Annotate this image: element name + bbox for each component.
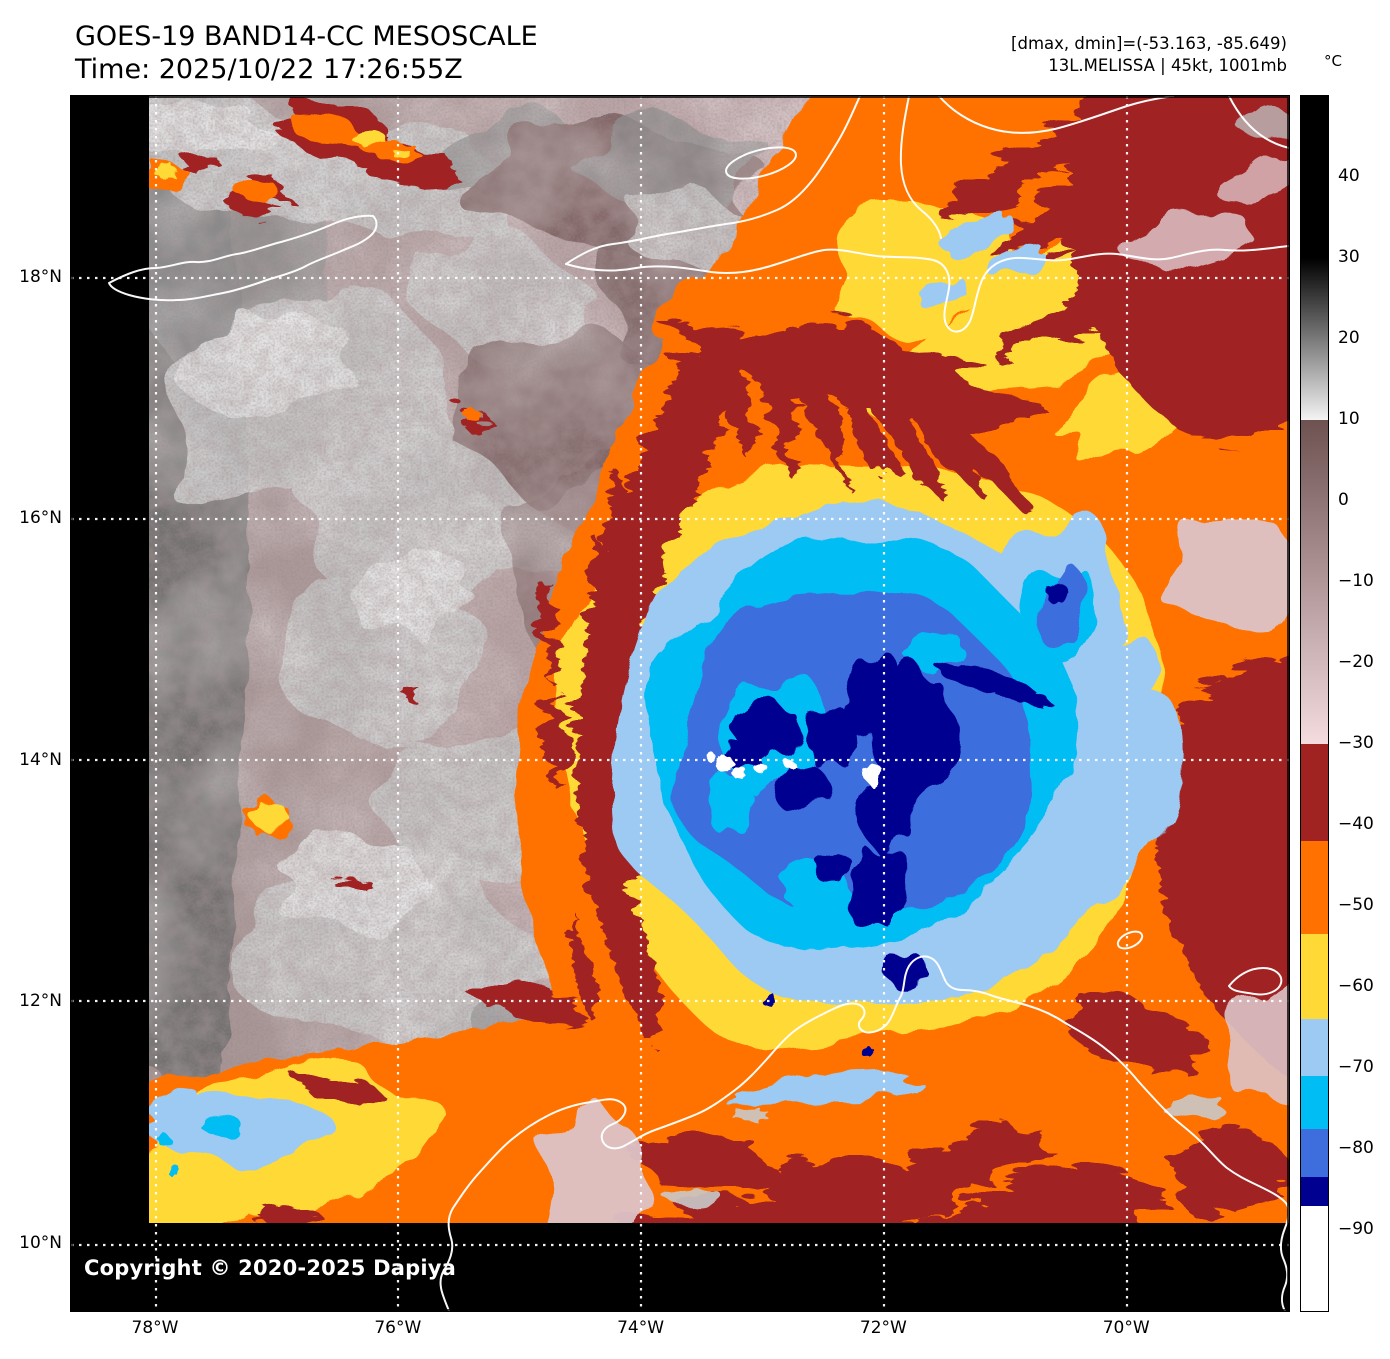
colorbar-tick-label: 30 <box>1338 247 1360 267</box>
map-plot-area: Copyright © 2020-2025 Dapiya <box>70 95 1290 1312</box>
colorbar-segment <box>1301 96 1328 259</box>
colorbar-tick-label: −30 <box>1338 733 1374 753</box>
colorbar <box>1300 95 1329 1312</box>
colorbar-tick-label: −20 <box>1338 652 1374 672</box>
lon-tick-label: 78°W <box>131 1318 179 1338</box>
colorbar-tick-label: −80 <box>1338 1138 1374 1158</box>
colorbar-tick-label: −50 <box>1338 895 1374 915</box>
lat-tick-label: 14°N <box>19 749 62 770</box>
storm-status-readout: 13L.MELISSA | 45kt, 1001mb <box>1048 56 1287 75</box>
colorbar-segment <box>1301 841 1328 935</box>
colorbar-tick-label: −10 <box>1338 571 1374 591</box>
colorbar-tick-label: −70 <box>1338 1057 1374 1077</box>
colorbar-segment <box>1301 1128 1328 1178</box>
colorbar-segment <box>1301 1177 1328 1207</box>
colorbar-segment <box>1301 420 1328 745</box>
colorbar-tick-label: −60 <box>1338 976 1374 996</box>
lon-tick-label: 76°W <box>374 1318 422 1338</box>
page-title: GOES-19 BAND14-CC MESOSCALE <box>75 21 538 52</box>
colorbar-tick-label: −90 <box>1338 1219 1374 1239</box>
copyright-watermark: Copyright © 2020-2025 Dapiya <box>84 1256 456 1280</box>
lon-tick-label: 70°W <box>1102 1318 1150 1338</box>
colorbar-segment <box>1301 744 1328 842</box>
lat-tick-label: 16°N <box>19 508 62 529</box>
colorbar-tick-label: −40 <box>1338 814 1374 834</box>
latlon-grid <box>71 96 1289 1311</box>
timestamp: Time: 2025/10/22 17:26:55Z <box>75 54 463 85</box>
lat-tick-label: 12°N <box>19 991 62 1012</box>
lon-tick-label: 74°W <box>617 1318 665 1338</box>
lat-tick-label: 18°N <box>19 267 62 287</box>
satellite-imagery <box>71 96 1289 1311</box>
colorbar-segment <box>1301 1076 1328 1130</box>
colorbar-segment <box>1301 1205 1328 1312</box>
colorbar-tick-label: 40 <box>1338 166 1360 186</box>
colorbar-segment <box>1301 934 1328 1020</box>
lat-tick-label: 10°N <box>19 1232 62 1253</box>
lon-tick-label: 72°W <box>859 1318 907 1338</box>
colorbar-segment <box>1301 258 1328 421</box>
colorbar-tick-label: 10 <box>1338 409 1360 429</box>
coastline-overlay <box>108 96 1289 1311</box>
colorbar-tick-label: 0 <box>1338 490 1349 510</box>
plot-frame <box>71 96 1289 1311</box>
dmax-dmin-readout: [dmax, dmin]=(-53.163, -85.649) <box>1011 34 1287 53</box>
colorbar-tick-label: 20 <box>1338 328 1360 348</box>
colorbar-unit-label: °C <box>1324 52 1342 70</box>
colorbar-segment <box>1301 1019 1328 1077</box>
